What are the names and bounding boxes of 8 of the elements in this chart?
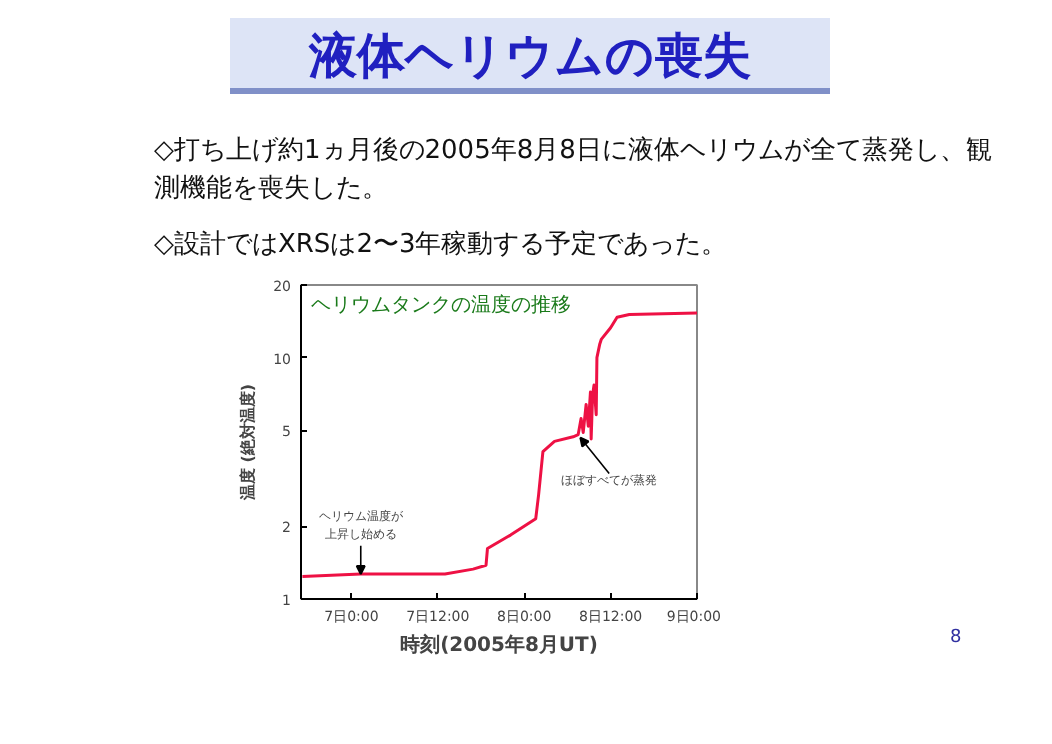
line-series bbox=[301, 310, 697, 578]
chart-title: 液体ヘリウムの喪失 bbox=[309, 26, 751, 88]
text: ◇設計ではXRSは2〜3年稼動する予定であった。 bbox=[154, 228, 728, 265]
text: ◇打ち上げ約1ヵ月後の2005年8月8日に液体ヘリウムが全て蒸発し、観測機能を喪失した。 bbox=[154, 134, 994, 208]
x-axis-title: 時刻(2005年8月UT) bbox=[400, 632, 598, 657]
y-axis-title: 温度 (絶対温度) bbox=[237, 383, 258, 502]
text: 8 bbox=[950, 625, 962, 652]
text: ヘリウムタンクの温度の推移 bbox=[311, 292, 571, 317]
